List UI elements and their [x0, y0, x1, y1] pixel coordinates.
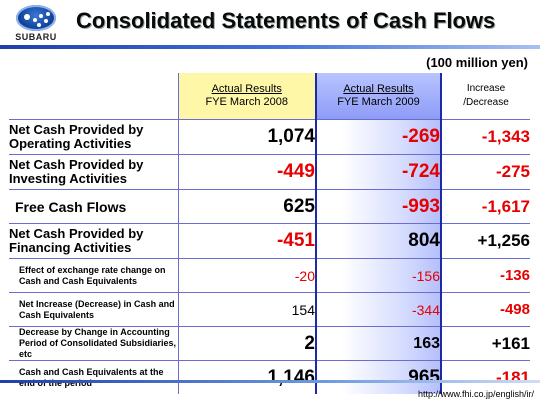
value-fy2008: 154: [177, 292, 317, 327]
value-fy2009: 804: [315, 223, 442, 259]
value-change: +161: [441, 326, 530, 361]
value-change: -1,343: [441, 119, 530, 155]
table-row: Net Cash Provided by Investing Activitie…: [9, 154, 530, 190]
table-header-row: Actual Results FYE March 2008 Actual Res…: [9, 73, 530, 120]
value-fy2009: -993: [315, 189, 442, 224]
value-change: -136: [441, 258, 530, 293]
table-row: Free Cash Flows 625 -993 -1,617: [9, 189, 530, 224]
column-header-fy2008: Actual Results FYE March 2008: [177, 73, 317, 120]
value-change: -498: [441, 292, 530, 327]
value-change: -1,617: [441, 189, 530, 224]
value-fy2009: 163: [315, 326, 442, 361]
cash-flow-table: Actual Results FYE March 2008 Actual Res…: [9, 73, 530, 394]
table-row: Net Cash Provided by Financing Activitie…: [9, 223, 530, 259]
header-blank-cell: [9, 73, 178, 120]
header: SUBARU Consolidated Statements of Cash F…: [0, 0, 540, 50]
value-fy2009: -269: [315, 119, 442, 155]
value-fy2008: 625: [177, 189, 317, 224]
footer-divider: [0, 380, 540, 383]
value-fy2008: 1,146: [177, 360, 317, 394]
column-header-fy2008-line2: FYE March 2008: [205, 96, 289, 108]
row-label: Cash and Cash Equivalents at the end of …: [19, 366, 164, 388]
unit-label: (100 million yen): [426, 55, 528, 70]
table-row: Effect of exchange rate change on Cash a…: [9, 258, 530, 293]
row-label: Net Increase (Decrease) in Cash and Cash…: [9, 292, 178, 327]
column-header-change-line1: Increase: [466, 83, 506, 94]
page-title: Consolidated Statements of Cash Flows: [76, 8, 496, 33]
value-fy2008: -451: [177, 223, 317, 259]
table-row: Net Increase (Decrease) in Cash and Cash…: [9, 292, 530, 327]
column-header-fy2009-line2: FYE March 2009: [337, 96, 420, 108]
row-label: Effect of exchange rate change on Cash a…: [9, 258, 178, 293]
value-fy2009: -344: [315, 292, 442, 327]
row-label: Free Cash Flows: [9, 189, 178, 224]
row-label: Net Cash Provided by Investing Activitie…: [9, 154, 178, 190]
value-fy2008: 2: [177, 326, 317, 361]
pleiades-emblem-icon: [16, 5, 56, 31]
value-fy2008: -20: [177, 258, 317, 293]
table-row: Decrease by Change in Accounting Period …: [9, 326, 530, 361]
column-header-fy2009: Actual Results FYE March 2009: [315, 73, 442, 120]
row-label: Net Cash Provided by Financing Activitie…: [9, 223, 178, 259]
brand-wordmark: SUBARU: [15, 32, 57, 42]
column-header-fy2009-line1: Actual Results: [343, 83, 414, 95]
column-header-change: Increase /Decrease: [441, 73, 530, 120]
footer-url: http://www.fhi.co.jp/english/ir/: [417, 389, 534, 399]
row-label: Net Cash Provided by Operating Activitie…: [9, 119, 178, 155]
table-row: Net Cash Provided by Operating Activitie…: [9, 119, 530, 155]
value-fy2009: -724: [315, 154, 442, 190]
value-fy2008: -449: [177, 154, 317, 190]
value-change: -275: [441, 154, 530, 190]
column-header-fy2008-line1: Actual Results: [211, 83, 282, 95]
row-label: Decrease by Change in Accounting Period …: [9, 326, 178, 361]
column-header-change-line2: /Decrease: [463, 97, 509, 108]
subaru-logo: SUBARU: [6, 4, 66, 44]
header-divider: [0, 45, 540, 49]
value-change: +1,256: [441, 223, 530, 259]
value-fy2008: 1,074: [177, 119, 317, 155]
value-fy2009: -156: [315, 258, 442, 293]
